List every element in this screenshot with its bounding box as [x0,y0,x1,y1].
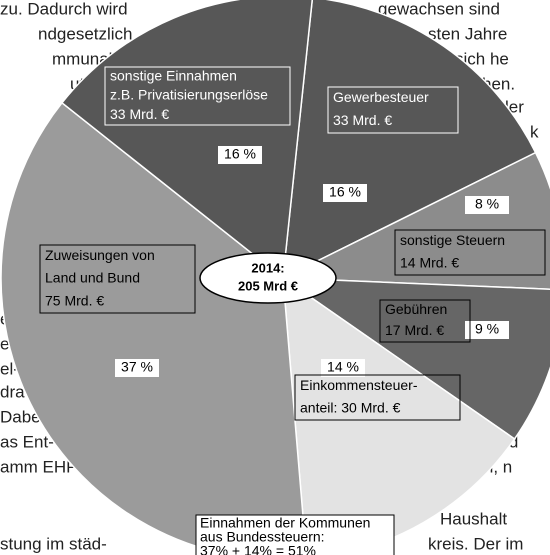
value-label-bg [218,146,262,164]
category-label: Zuweisungen von [45,247,155,263]
value-label-bg [465,321,509,339]
document-text: stung im städ- [0,534,107,553]
document-text: Haushalt [440,509,507,528]
value-label-bg [115,359,159,377]
label-box [39,244,196,314]
category-label: Gebühren [385,301,447,317]
document-text: Dabei [0,407,44,426]
value-label: 9 % [475,321,499,337]
pie-slice [280,277,550,440]
document-text: sten Jahre [428,24,507,43]
value-label: 16 % [224,146,256,162]
value-label: 37 % [121,359,153,375]
document-text: k [530,122,539,141]
document-text: amm EHP [0,457,77,476]
category-label: sonstige Einnahmen [110,67,237,83]
value-label: 16 % [329,184,361,200]
label-box [379,299,471,343]
category-label: 14 Mrd. € [400,254,459,270]
center-label-bg [199,252,337,304]
note-box [195,514,395,555]
category-label: Einkommensteuer- [300,377,418,393]
document-text: gewachsen sind [378,0,500,18]
chart-title: 205 Mrd € [238,278,298,293]
category-label: 75 Mrd. € [45,292,104,308]
note-text: Einnahmen der Kommunen [200,515,370,531]
label-box [104,66,291,126]
category-label: z.B. Privatisierungserlöse [110,87,268,103]
note-text: aus Bundessteuern: [200,529,325,545]
category-label: 33 Mrd. € [110,106,169,122]
category-label: Gewerbesteuer [333,89,429,105]
document-text: sich he [455,49,509,68]
category-label: 33 Mrd. € [333,112,392,128]
note-text: 37% + 14% = 51% [200,543,316,555]
value-label-bg [465,196,509,214]
document-text: as Ent- [0,432,54,451]
pie-slice [60,0,313,280]
pie-slice [282,276,516,555]
chart-title: 2014: [251,260,284,275]
label-box [394,229,546,276]
document-text: e [0,334,9,353]
value-label-bg [323,184,367,202]
category-label: sonstige Steuern [400,232,505,248]
pie-slice [282,151,550,290]
category-label: Land und Bund [45,270,140,286]
document-text: ndgesetzlich [38,24,133,43]
document-text: zu. Dadurch wird [0,0,128,18]
label-box [327,86,459,134]
document-text: kreis. Der im [428,534,523,553]
pie-slice [282,0,537,280]
label-box [294,374,461,421]
category-label: 17 Mrd. € [385,322,444,338]
category-label: anteil: 30 Mrd. € [300,399,401,415]
value-label-bg [321,359,365,377]
value-label: 14 % [327,359,359,375]
value-label: 8 % [475,196,499,212]
